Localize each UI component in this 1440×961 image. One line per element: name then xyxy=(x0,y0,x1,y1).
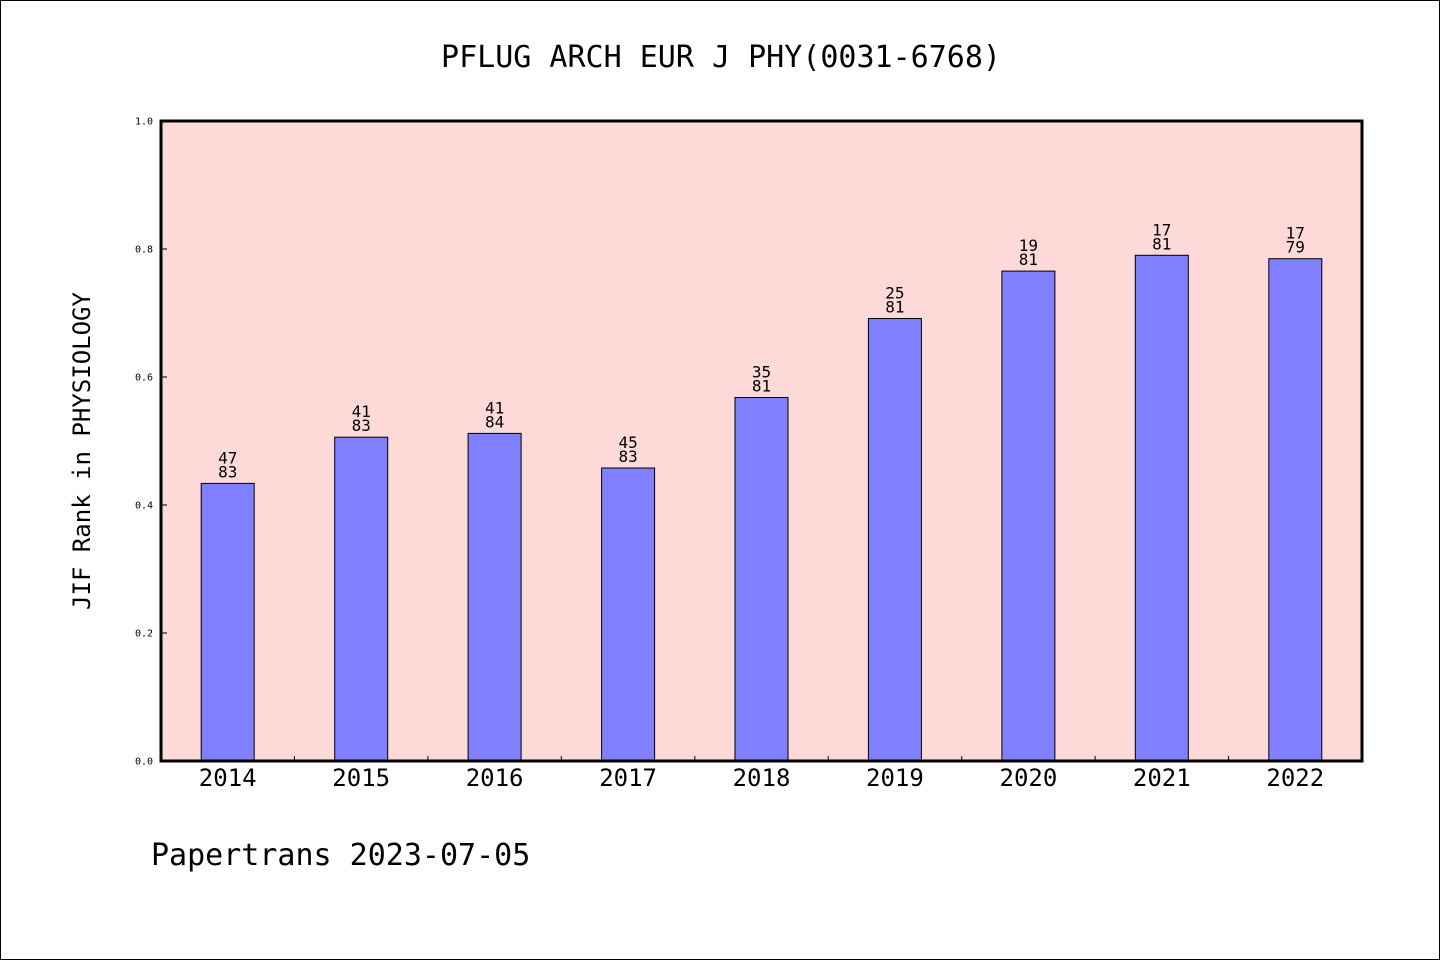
bar-total-label-2014: 83 xyxy=(218,462,237,481)
chart-title: PFLUG ARCH EUR J PHY(0031-6768) xyxy=(441,40,1001,75)
bar-rank-label-2017: 45 xyxy=(618,433,637,452)
x-tick-label-2017: 2017 xyxy=(599,764,657,792)
y-tick-label-0.8: 0.8 xyxy=(135,245,153,256)
bar-2021 xyxy=(1134,254,1189,762)
x-tick-label-2021: 2021 xyxy=(1133,764,1191,792)
x-tick-label-2014: 2014 xyxy=(199,764,257,792)
x-tick-label-2016: 2016 xyxy=(466,764,524,792)
bar-total-label-2017: 83 xyxy=(618,447,637,466)
bar-rank-label-2018: 35 xyxy=(752,363,771,382)
bar-total-label-2019: 81 xyxy=(885,298,904,317)
bar-2014 xyxy=(200,482,255,762)
bar-total-label-2022: 79 xyxy=(1286,238,1305,257)
bar-rank-label-2019: 25 xyxy=(885,284,904,303)
x-tick-label-2015: 2015 xyxy=(332,764,390,792)
bar-rank-label-2021: 17 xyxy=(1152,220,1171,239)
x-tick-label-2019: 2019 xyxy=(866,764,924,792)
bar-rank-label-2020: 19 xyxy=(1019,236,1038,255)
footer-text: Papertrans 2023-07-05 xyxy=(151,838,530,873)
x-tick-label-2020: 2020 xyxy=(1000,764,1058,792)
y-tick-label-0.4: 0.4 xyxy=(135,501,153,512)
bar-total-label-2018: 81 xyxy=(752,377,771,396)
bar-rank-label-2015: 41 xyxy=(352,402,371,421)
x-tick-label-2022: 2022 xyxy=(1266,764,1324,792)
bar-rank-label-2014: 47 xyxy=(218,448,237,467)
bar-2022 xyxy=(1268,258,1323,762)
y-tick-label-0.2: 0.2 xyxy=(135,629,153,640)
bar-rank-label-2022: 17 xyxy=(1286,224,1305,243)
bar-2015 xyxy=(334,436,389,762)
plot-frame xyxy=(159,119,1364,763)
y-tick-label-0.0: 0.0 xyxy=(135,757,153,768)
bar-2016 xyxy=(467,432,522,762)
x-ticks-group: 2014 2015 2016 2017 2018 2019 2020 2021 2022 xyxy=(199,756,1324,792)
bar-2020 xyxy=(1001,270,1056,762)
x-tick-label-2018: 2018 xyxy=(733,764,791,792)
bar-total-label-2020: 81 xyxy=(1019,250,1038,269)
y-axis-label: JIF Rank in PHYSIOLOGY xyxy=(68,292,96,610)
bar-total-label-2016: 84 xyxy=(485,412,504,431)
bar-total-label-2021: 81 xyxy=(1152,234,1171,253)
y-tick-label-1.0: 1.0 xyxy=(135,117,153,128)
bar-2017 xyxy=(601,467,656,762)
bar-rank-label-2016: 41 xyxy=(485,398,504,417)
bar-2019 xyxy=(867,318,922,762)
y-tick-label-0.6: 0.6 xyxy=(135,373,153,384)
bar-2018 xyxy=(734,397,789,762)
bar-total-label-2015: 83 xyxy=(352,416,371,435)
